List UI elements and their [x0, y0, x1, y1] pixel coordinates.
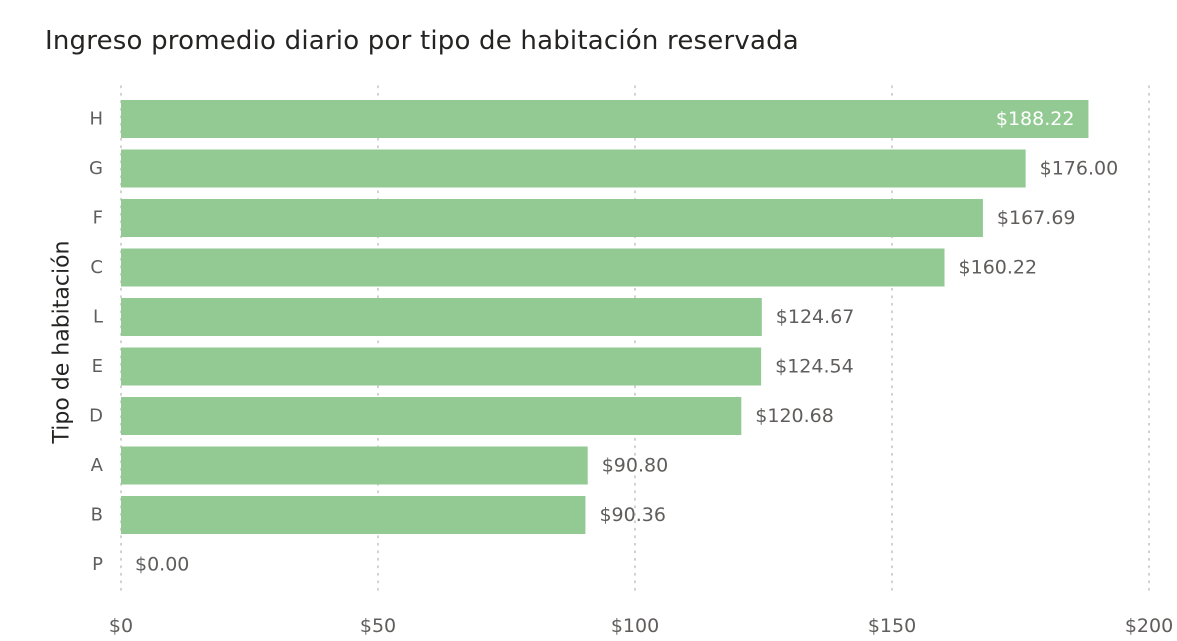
category-label: P	[92, 554, 103, 575]
bar	[121, 397, 742, 435]
x-tick-label: $150	[868, 615, 916, 637]
category-label: E	[92, 356, 103, 377]
data-label: $124.54	[775, 356, 854, 378]
category-label: F	[93, 208, 103, 229]
x-tick-labels: $0 $50 $100 $150 $200	[109, 615, 1173, 637]
category-label: A	[91, 455, 104, 476]
bar	[121, 446, 588, 485]
chart-title: Ingreso promedio diario por tipo de habi…	[45, 26, 799, 56]
bar	[121, 149, 1026, 188]
x-tick-label: $100	[611, 615, 659, 637]
data-label: $120.68	[755, 405, 834, 427]
category-labels: H G F C L E D A B P	[89, 109, 104, 576]
category-label: C	[90, 257, 103, 278]
x-tick-label: $0	[109, 615, 133, 637]
category-label: L	[93, 307, 103, 328]
category-label: B	[91, 505, 103, 526]
bar	[121, 199, 983, 237]
bar	[121, 496, 586, 534]
bar	[121, 248, 945, 287]
category-label: H	[89, 109, 103, 130]
data-labels: $188.22 $176.00 $167.69 $160.22 $124.67 $124.…	[135, 108, 1118, 576]
bars	[121, 100, 1089, 534]
data-label: $90.36	[599, 504, 665, 526]
data-label: $176.00	[1040, 158, 1119, 180]
bar	[121, 347, 762, 386]
data-label: $0.00	[135, 554, 189, 576]
data-label: $188.22	[996, 108, 1075, 130]
data-label: $160.22	[959, 257, 1038, 279]
category-label: G	[89, 158, 103, 179]
data-label: $90.80	[602, 455, 668, 477]
bar	[121, 298, 762, 336]
data-label: $167.69	[997, 207, 1076, 229]
x-tick-label: $200	[1125, 615, 1173, 637]
x-tick-label: $50	[360, 615, 396, 637]
data-label: $124.67	[776, 306, 855, 328]
bar	[121, 100, 1089, 138]
category-label: D	[89, 406, 103, 427]
